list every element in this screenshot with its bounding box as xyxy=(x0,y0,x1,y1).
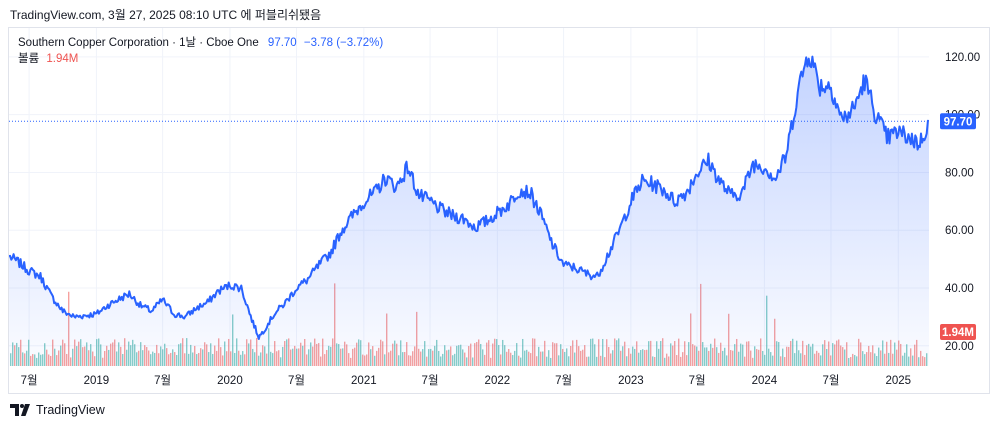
publish-info: TradingView.com, 3월 27, 2025 08:10 UTC 에… xyxy=(10,8,322,22)
x-tick-label: 7월 xyxy=(288,374,305,387)
chart-legend: Southern Copper Corporation · 1날 · Cboe … xyxy=(18,35,383,67)
last-price: 97.70 xyxy=(267,37,297,49)
price-area xyxy=(9,55,929,366)
x-tick-label: 2020 xyxy=(217,375,243,387)
x-tick-label: 2021 xyxy=(351,375,377,387)
x-tick-label: 7월 xyxy=(154,374,171,387)
y-tick-label: 40.00 xyxy=(945,283,974,295)
x-tick-label: 7월 xyxy=(555,374,572,387)
price-line xyxy=(9,55,929,340)
footer-brand[interactable]: TradingView xyxy=(10,403,105,417)
chart-frame xyxy=(8,27,990,394)
y-tick-label: 20.00 xyxy=(945,341,974,353)
x-tick-label: 2023 xyxy=(618,375,644,387)
last-price-tag xyxy=(940,113,976,130)
x-axis: 7월 2019 7월 2020 7월 2021 7월 2022 7월 2023 7월 2024 7월 20… xyxy=(21,374,911,387)
x-tick-label: 7월 xyxy=(21,374,38,387)
y-tick-label: 120.00 xyxy=(945,52,980,64)
x-tick-label: 7월 xyxy=(422,374,439,387)
volume-tag xyxy=(940,324,976,340)
tradingview-logo-icon xyxy=(10,404,30,416)
last-price-tag-text: 97.70 xyxy=(944,116,973,128)
symbol-title[interactable]: Southern Copper Corporation · 1날 · Cboe … xyxy=(18,37,259,49)
x-tick-label: 7월 xyxy=(822,374,839,387)
x-tick-label: 2024 xyxy=(752,375,778,387)
volume-value: 1.94M xyxy=(46,53,79,65)
x-tick-label: 2022 xyxy=(485,375,511,387)
y-tick-label: 80.00 xyxy=(945,167,974,179)
volume-label: 볼륨 xyxy=(18,53,40,65)
price-area-fill xyxy=(9,56,929,366)
price-tags: 97.70 1.94M xyxy=(940,113,976,340)
brand-name: TradingView xyxy=(36,403,105,417)
price-change: −3.78 (−3.72%) xyxy=(303,37,384,49)
y-tick-label: 60.00 xyxy=(945,225,974,237)
x-tick-label: 2019 xyxy=(84,375,110,387)
x-tick-label: 7월 xyxy=(689,374,706,387)
x-tick-label: 2025 xyxy=(885,375,911,387)
volume-tag-text: 1.94M xyxy=(942,327,974,339)
